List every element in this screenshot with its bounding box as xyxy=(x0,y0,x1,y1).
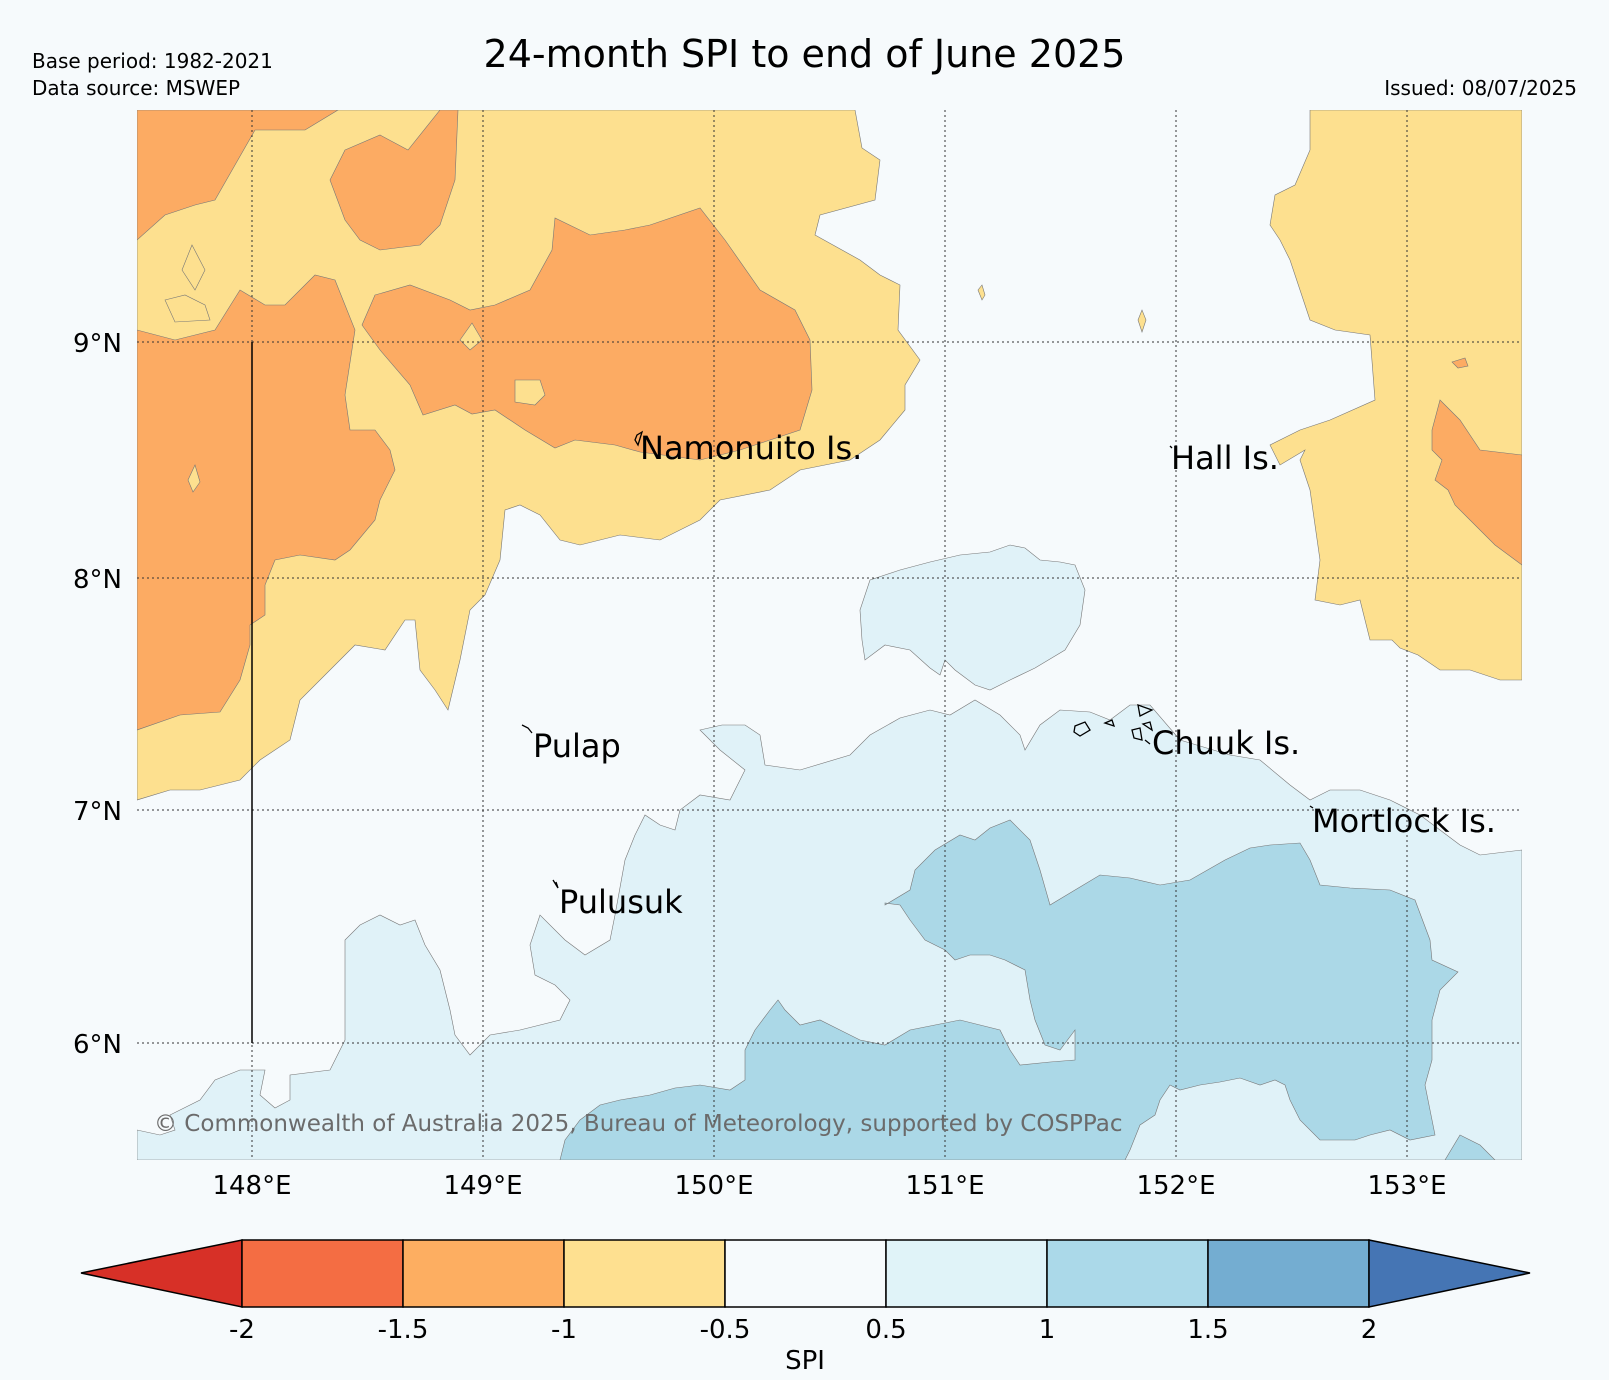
place-label-chuuk: Chuuk Is. xyxy=(1152,724,1300,762)
chuuk-island-shape-5 xyxy=(1141,721,1154,732)
lon-label-152e: 152°E xyxy=(1136,1171,1215,1201)
colorbar-bin-minus0.5-to-0.5 xyxy=(724,1239,887,1308)
colorbar-tick: -1.5 xyxy=(378,1315,429,1345)
place-label-namonuito: Namonuito Is. xyxy=(640,429,862,467)
colorbar-tick: 0.5 xyxy=(865,1315,906,1345)
colorbar-bin-1.5-to-2 xyxy=(1207,1239,1370,1308)
colorbar-bin-minus2-to-minus1.5 xyxy=(241,1239,404,1308)
lon-label-149e: 149°E xyxy=(443,1171,522,1201)
chuuk-island-shape-3 xyxy=(1103,719,1116,728)
lon-label-148e: 148°E xyxy=(212,1171,291,1201)
lat-label-6n: 6°N xyxy=(73,1030,122,1060)
lat-label-8n: 8°N xyxy=(73,565,122,595)
place-label-mortlock: Mortlock Is. xyxy=(1312,802,1496,840)
spi-drier-region-east-small xyxy=(1451,357,1469,369)
place-label-pulusuk: Pulusuk xyxy=(559,883,683,921)
spi-enclave-2 xyxy=(164,294,211,323)
lat-label-7n: 7°N xyxy=(73,797,122,827)
colorbar-bin-minus1.5-to-minus1 xyxy=(402,1239,565,1308)
place-label-pulap: Pulap xyxy=(533,727,621,765)
lon-label-150e: 150°E xyxy=(674,1171,753,1201)
colorbar-bin-0.5-to-1 xyxy=(885,1239,1048,1308)
namonuito-island-shape xyxy=(634,430,644,447)
spi-drier-region-northcentral xyxy=(329,110,459,251)
colorbar-tick: -0.5 xyxy=(700,1315,751,1345)
spi-drier-region-west-lobe xyxy=(137,274,396,731)
hall-island-shape xyxy=(1169,445,1173,449)
colorbar-label: SPI xyxy=(785,1346,825,1376)
spi-drier-region-east xyxy=(1431,399,1522,566)
mortlock-island-shape xyxy=(1309,805,1314,809)
colorbar-tick: 1 xyxy=(1039,1315,1056,1345)
colorbar-tick: -2 xyxy=(229,1315,255,1345)
spi-wetter-region-small xyxy=(1444,1134,1496,1160)
data-source-note: Data source: MSWEP xyxy=(32,76,241,100)
colorbar-tick: 1.5 xyxy=(1187,1315,1228,1345)
lat-label-9n: 9°N xyxy=(73,329,122,359)
colorbar-extend-high xyxy=(1368,1239,1531,1308)
copyright-notice: © Commonwealth of Australia 2025, Bureau… xyxy=(154,1111,1123,1137)
spi-enclave-3 xyxy=(187,464,201,493)
spi-enclave-7 xyxy=(1137,309,1147,333)
pulap-island-shape xyxy=(521,724,533,734)
spi-enclave-6 xyxy=(977,284,986,301)
spi-enclave-1 xyxy=(181,244,206,291)
map-title: 24-month SPI to end of June 2025 xyxy=(483,32,1126,76)
colorbar-bin-1-to-1.5 xyxy=(1046,1239,1209,1308)
spi-drier-region-west xyxy=(137,110,339,241)
colorbar-extend-low xyxy=(80,1239,243,1308)
spi-drier-region-center xyxy=(361,207,813,461)
spi-wet-region-north xyxy=(859,544,1086,691)
spi-enclave-4 xyxy=(459,322,483,351)
pulusuk-island-shape xyxy=(552,879,559,889)
colorbar-tick: 2 xyxy=(1361,1315,1378,1345)
spi-contour-field: Namonuito Is. Hall Is. Pulap Chuuk Is. M… xyxy=(137,110,1522,1160)
lon-label-153e: 153°E xyxy=(1367,1171,1446,1201)
chuuk-island-shape-2 xyxy=(1073,721,1091,737)
spi-colorbar: -2 -1.5 -1 -0.5 0.5 1 1.5 2 SPI xyxy=(80,1239,1531,1376)
chuuk-island-shape-6 xyxy=(1144,739,1151,745)
base-period-note: Base period: 1982-2021 xyxy=(32,49,273,73)
colorbar-bin-minus1-to-minus0.5 xyxy=(563,1239,726,1308)
spi-wetter-region-east xyxy=(559,819,1459,1160)
chuuk-island-shape-4 xyxy=(1131,727,1143,741)
island-outlines xyxy=(521,430,1314,889)
spi-enclave-5 xyxy=(514,379,546,406)
lon-label-151e: 151°E xyxy=(905,1171,984,1201)
place-label-hall: Hall Is. xyxy=(1171,439,1279,477)
colorbar-tick: -1 xyxy=(551,1315,577,1345)
spi-dry-region-east xyxy=(1269,110,1522,681)
chuuk-island-shape-1 xyxy=(1137,704,1154,717)
issued-date: Issued: 08/07/2025 xyxy=(1384,76,1577,100)
